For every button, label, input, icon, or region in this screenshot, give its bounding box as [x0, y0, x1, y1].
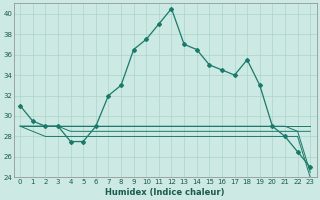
X-axis label: Humidex (Indice chaleur): Humidex (Indice chaleur) — [106, 188, 225, 197]
